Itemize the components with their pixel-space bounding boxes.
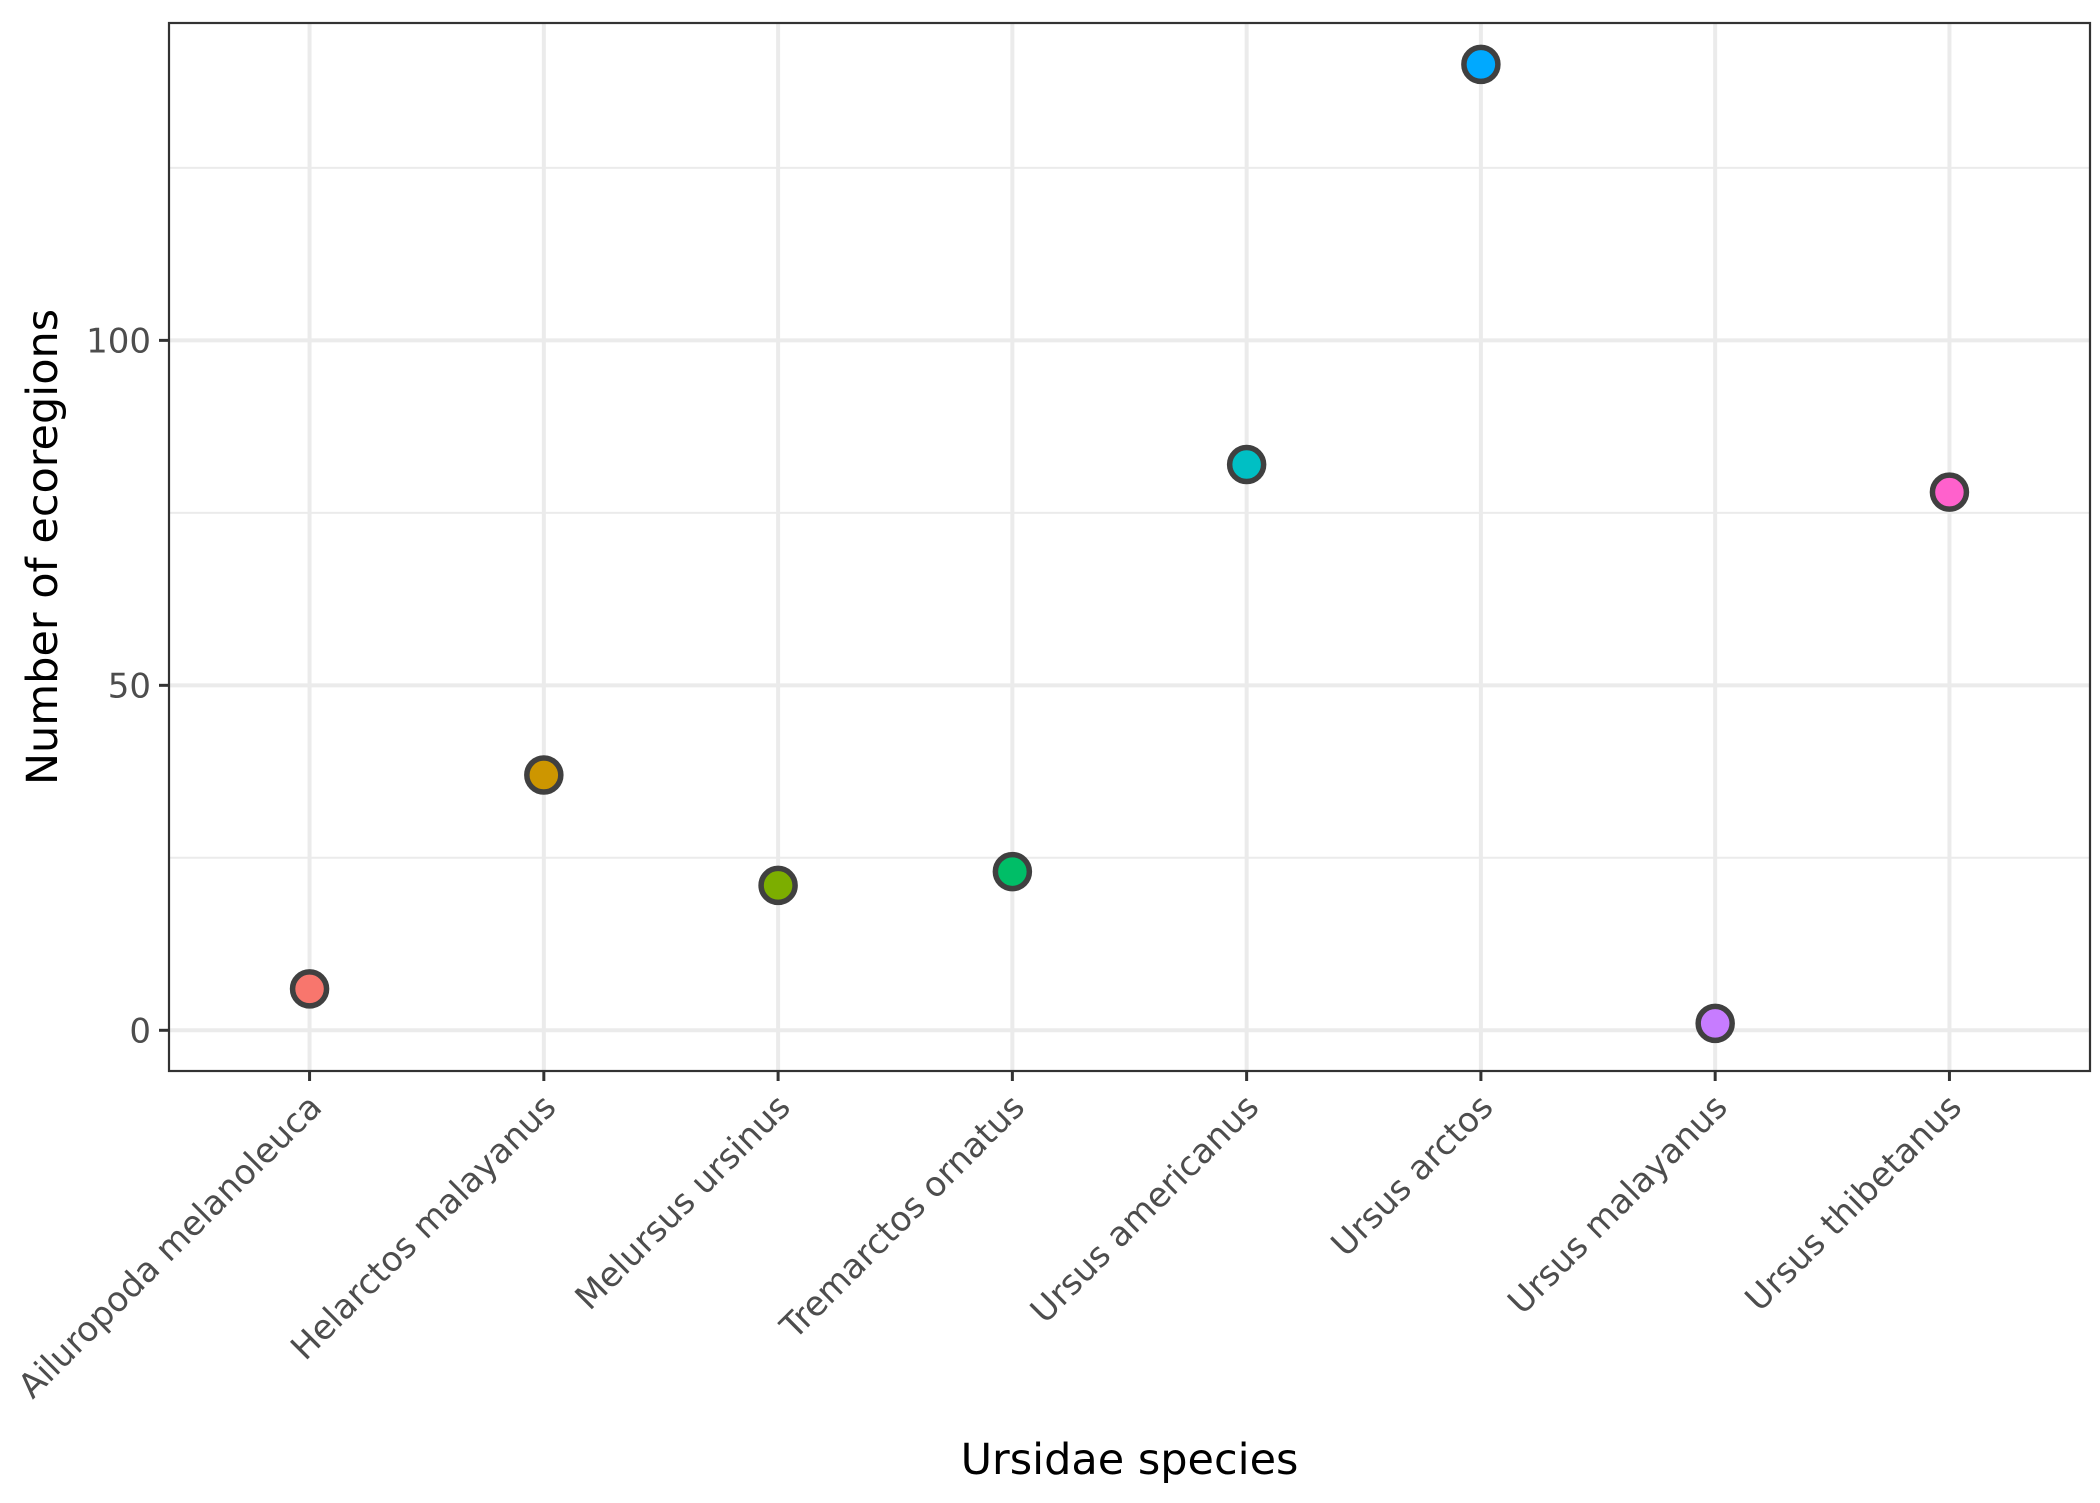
data-point-tremarctos-ornatus bbox=[992, 851, 1033, 892]
data-points bbox=[289, 44, 1970, 1044]
y-axis-title: Number of ecoregions bbox=[18, 309, 68, 785]
data-point-melursus-ursinus bbox=[758, 865, 798, 906]
data-point-ursus-thibetanus bbox=[1929, 472, 1970, 512]
panel-border bbox=[167, 21, 2092, 1073]
data-point-ursus-americanus bbox=[1226, 444, 1267, 485]
data-point-ursus-malayanus bbox=[1695, 1003, 1735, 1044]
data-point-ailuropoda-melanoleuca bbox=[289, 969, 330, 1009]
data-point-helarctos-malayanus bbox=[524, 755, 564, 795]
y-axis-tick-labels: 0 50 100 bbox=[86, 321, 151, 1051]
data-point-ursus-arctos bbox=[1461, 44, 1501, 85]
axis-ticks bbox=[159, 338, 1951, 1081]
y-tick-label: 0 bbox=[129, 1011, 151, 1051]
y-tick-label: 50 bbox=[108, 666, 151, 706]
y-tick-label: 100 bbox=[86, 321, 151, 361]
gridlines bbox=[169, 23, 2090, 1071]
x-axis-title: Ursidae species bbox=[961, 1435, 1299, 1485]
